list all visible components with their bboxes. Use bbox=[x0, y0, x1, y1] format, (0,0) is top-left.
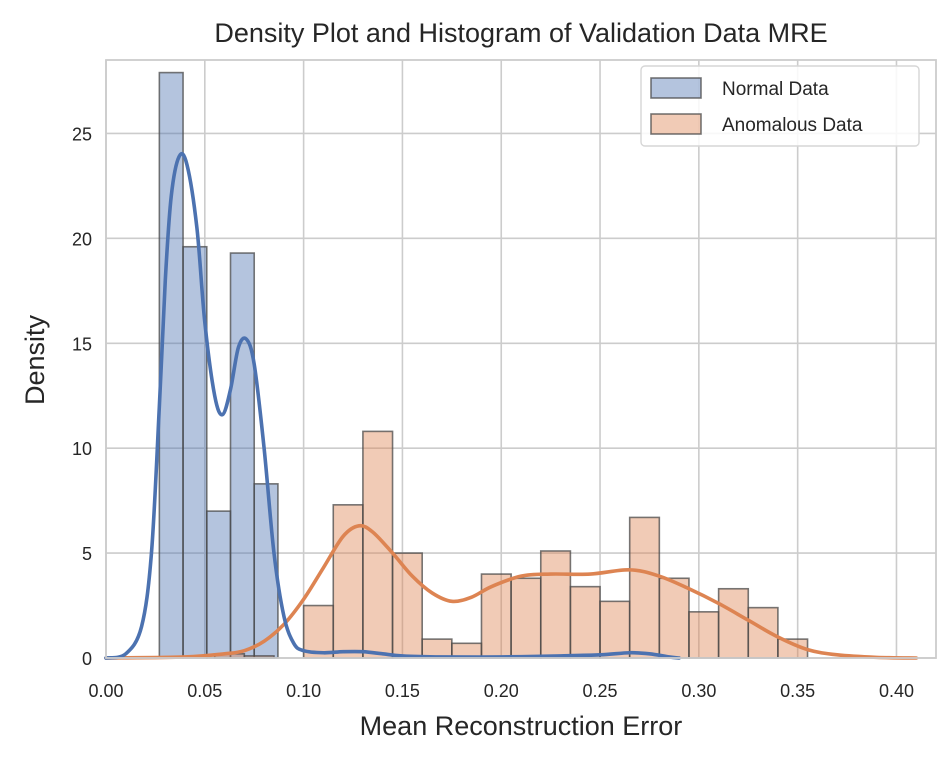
anomalous-histogram-bar bbox=[628, 516, 661, 659]
density-curves bbox=[104, 151, 919, 660]
anomalous-histogram-bar bbox=[688, 611, 720, 659]
legend: Normal Data Anomalous Data bbox=[640, 65, 920, 147]
x-tick-label: 0.40 bbox=[879, 681, 914, 701]
anomalous-histogram-bar bbox=[658, 577, 690, 659]
anomalous-histogram-bar bbox=[717, 587, 750, 659]
y-tick-label: 0 bbox=[82, 649, 92, 669]
x-tick-label: 0.30 bbox=[681, 681, 716, 701]
anomalous-histogram-bar bbox=[510, 577, 542, 659]
tick-labels: 0.00 0.05 0.10 0.15 0.20 0.25 0.30 0.35 0.40 0 5 10… bbox=[72, 124, 914, 701]
anomalous-histogram-bar bbox=[539, 550, 572, 659]
y-tick-label: 5 bbox=[82, 544, 92, 564]
anomalous-density-curve bbox=[104, 523, 919, 660]
normal-legend-label: Normal Data bbox=[722, 79, 829, 100]
y-tick-label: 25 bbox=[72, 124, 92, 144]
normal-histogram-bar bbox=[229, 252, 256, 659]
x-tick-label: 0.25 bbox=[583, 681, 618, 701]
legend-box bbox=[640, 65, 920, 147]
anomalous-legend-swatch bbox=[650, 113, 702, 135]
anomalous-histogram-bar bbox=[362, 430, 394, 659]
y-tick-label: 10 bbox=[72, 439, 92, 459]
normal-legend-swatch bbox=[650, 77, 702, 99]
x-axis-label: Mean Reconstruction Error bbox=[360, 711, 683, 741]
plot-border bbox=[105, 59, 937, 659]
anomalous-histogram-bar bbox=[332, 504, 364, 659]
anomalous-legend-label: Anomalous Data bbox=[722, 115, 863, 136]
plot-frame bbox=[105, 59, 937, 659]
x-tick-label: 0.00 bbox=[88, 681, 123, 701]
x-tick-label: 0.05 bbox=[187, 681, 222, 701]
y-axis-label: Density bbox=[20, 314, 50, 405]
anomalous-histogram-bar bbox=[599, 600, 631, 659]
x-tick-label: 0.10 bbox=[286, 681, 321, 701]
anomalous-histogram-bar bbox=[480, 573, 512, 659]
x-tick-label: 0.35 bbox=[780, 681, 815, 701]
anomalous-histogram-bar bbox=[302, 604, 335, 659]
y-tick-label: 15 bbox=[72, 334, 92, 354]
normal-histogram-bar bbox=[205, 510, 232, 659]
anomalous-histogram-bar bbox=[569, 585, 601, 659]
x-tick-label: 0.20 bbox=[484, 681, 519, 701]
chart-title: Density Plot and Histogram of Validation… bbox=[214, 18, 827, 48]
x-tick-label: 0.15 bbox=[385, 681, 420, 701]
histogram-bars bbox=[158, 71, 809, 659]
y-tick-label: 20 bbox=[72, 229, 92, 249]
normal-density-curve bbox=[104, 151, 681, 660]
